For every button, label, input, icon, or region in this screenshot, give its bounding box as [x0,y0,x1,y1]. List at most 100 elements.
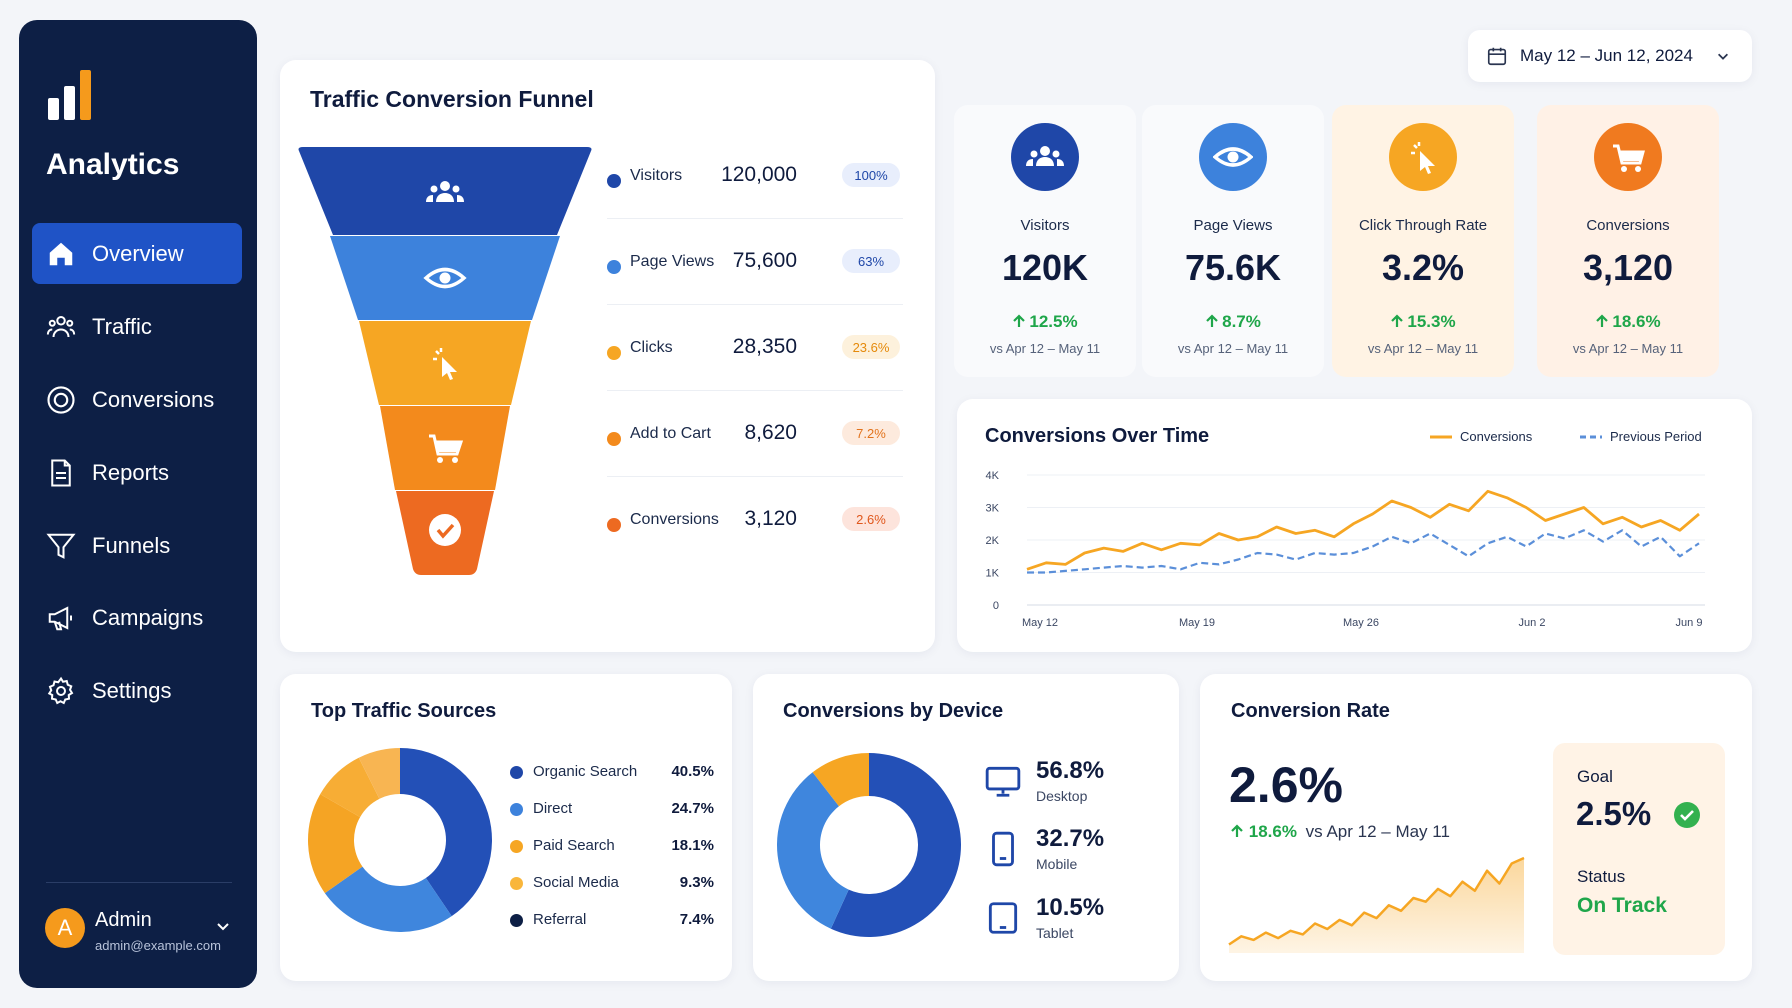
funnel-row[interactable]: Clicks 28,350 23.6% [327,317,903,403]
nav-label: Reports [92,459,170,485]
legend-value: 40.5% [671,763,714,780]
kpi-card-visitors[interactable]: Visitors 120K 12.5% vs Apr 12 – May 11 [954,105,1136,377]
y-tick-label: 1K [986,568,1000,580]
home-icon [49,242,73,265]
legend-dot [510,766,523,779]
nav-reports[interactable]: Reports [32,442,242,503]
legend-dot [607,260,621,274]
y-tick-label: 4K [986,470,1000,482]
series-line-previous-period[interactable] [1027,529,1700,574]
legend-row: Referral 7.4% [510,910,714,930]
arrow-up-icon [1013,314,1026,327]
kpi-label: Click Through Rate [1358,217,1488,234]
user-email: admin@example.com [95,938,221,953]
funnel-row[interactable]: Page Views 75,600 63% [327,231,903,317]
date-range-picker[interactable]: May 12 – Jun 12, 2024 [1468,30,1752,82]
conversions-over-time-card: Conversions Over Time [957,399,1752,652]
series-line-conversions[interactable] [1026,489,1700,571]
device-label: Tablet [1036,925,1074,941]
nav-traffic[interactable]: Traffic [32,296,242,357]
nav-funnels[interactable]: Funnels [32,515,242,576]
funnel-stage-pct: 23.6% [842,335,900,359]
device-label: Desktop [1036,788,1088,804]
card-title: Top Traffic Sources [311,700,497,722]
funnel-stage-value: 28,350 [732,335,797,358]
donut-slice[interactable] [812,753,869,807]
nav-campaigns[interactable]: Campaigns [32,587,242,648]
status-value: On Track [1577,894,1667,917]
chevron-down-icon[interactable] [215,918,231,934]
legend-row: Organic Search 40.5% [510,762,714,782]
avatar[interactable]: A [45,908,85,948]
bar-chart-logo-icon [48,70,91,120]
legend-value: 9.3% [679,874,714,891]
legend-label: Organic Search [533,763,638,780]
arrow-up-icon [1596,314,1609,327]
donut-slice[interactable] [400,748,492,917]
sidebar-divider [46,882,232,883]
y-tick-label: 0 [993,600,999,612]
kpi-card-page-views[interactable]: Page Views 75.6K 8.7% vs Apr 12 – May 11 [1142,105,1324,377]
funnel-stage-pct: 2.6% [842,507,900,531]
goal-panel: Goal 2.5% Status On Track [1553,743,1725,955]
x-tick-label: May 19 [1179,617,1215,629]
kpi-label: Visitors [1020,217,1070,234]
status-label: Status [1577,867,1626,886]
kpi-card-click-through-rate[interactable]: Click Through Rate 3.2% 15.3% vs Apr 12 – M… [1332,105,1514,377]
donut-slice[interactable] [324,866,452,932]
check-icon [429,514,461,546]
kpi-compare: vs Apr 12 – May 11 [1367,341,1479,356]
funnel-row[interactable]: Visitors 120,000 100% [327,145,903,231]
funnel-stage-pct: 100% [842,163,900,187]
goal-value: 2.5% [1576,795,1652,832]
device-card: Conversions by Device [753,674,1179,981]
donut-slice[interactable] [308,794,363,894]
legend-dot [607,432,621,446]
user-name[interactable]: Admin [95,909,152,931]
funnel-row[interactable]: Conversions 3,120 2.6% [327,489,903,575]
kpi-icon-circle [1199,123,1267,191]
legend-dot [510,877,523,890]
funnel-row[interactable]: Add to Cart 8,620 7.2% [327,403,903,489]
donut-slice[interactable] [320,757,380,818]
kpi-card-conversions[interactable]: Conversions 3,120 18.6% vs Apr 12 – May 11 [1537,105,1719,377]
legend-label: Paid Search [533,837,615,854]
conversion-rate-value: 2.6% [1229,757,1343,813]
row-divider [607,390,903,391]
legend-value: 24.7% [671,800,714,817]
legend-dot [607,518,621,532]
kpi-value: 75.6K [1184,247,1282,288]
donut-slice[interactable] [777,772,849,929]
funnel-stage-label: Page Views [630,253,715,270]
users-icon [46,315,76,337]
funnel-stage-label: Conversions [630,511,719,528]
legend-dot [510,914,523,927]
row-divider [607,218,903,219]
kpi-change: 12.5% [954,312,1136,332]
kpi-value: 3.2% [1381,247,1465,288]
funnel-stage-label: Clicks [630,339,673,356]
sidebar: Analytics Overview Traffic Conversions R… [19,20,257,988]
nav-settings[interactable]: Settings [32,660,242,721]
funnel-stage-pct: 63% [842,249,900,273]
nav-label: Settings [92,677,172,703]
funnel-graphic [298,147,592,575]
device-desktop: 56.8% Desktop [984,757,1124,817]
arrow-up-icon [1391,314,1404,327]
nav-overview[interactable]: Overview [32,223,242,284]
x-tick-label: May 26 [1343,617,1379,629]
row-divider [607,476,903,477]
tablet-icon [988,902,1018,934]
donut-slice[interactable] [830,753,961,937]
kpi-compare: vs Apr 12 – May 11 [989,341,1101,356]
chart-title: Conversions Over Time [985,425,1210,447]
donut-slice[interactable] [358,748,400,799]
date-range-label: May 12 – Jun 12, 2024 [1520,46,1693,65]
x-tick-label: May 12 [1022,617,1058,629]
nav-label: Funnels [92,532,171,558]
legend-dot [607,174,621,188]
nav-conversions[interactable]: Conversions [32,369,242,430]
gear-icon [47,676,74,704]
legend-label: Referral [533,911,587,928]
mobile-icon [992,831,1014,867]
